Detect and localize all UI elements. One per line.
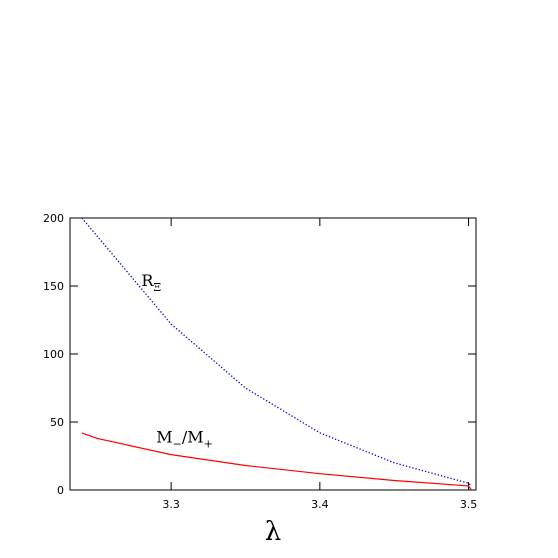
x-tick-label: 3.4 bbox=[311, 498, 329, 511]
annotation: M−/M+ bbox=[156, 427, 213, 450]
annotation: RΞ bbox=[141, 271, 161, 294]
annotation-subscript: − bbox=[173, 437, 182, 450]
annotation-subscript: Ξ bbox=[153, 281, 161, 294]
plot-frame bbox=[69, 217, 477, 491]
annotation-text: /M bbox=[182, 427, 204, 446]
series-line bbox=[81, 432, 473, 491]
x-tick-label: 3.3 bbox=[162, 498, 180, 511]
annotation-text: M bbox=[156, 427, 172, 446]
y-tick-label: 100 bbox=[43, 348, 64, 361]
y-tick-label: 200 bbox=[43, 212, 64, 225]
y-tick-label: 50 bbox=[50, 416, 64, 429]
x-tick-label: 3.5 bbox=[460, 498, 478, 511]
annotation-subscript: + bbox=[204, 437, 213, 450]
y-tick-label: 150 bbox=[43, 280, 64, 293]
series-line bbox=[81, 217, 472, 487]
y-tick-label: 0 bbox=[57, 484, 64, 497]
annotation-text: R bbox=[141, 271, 154, 290]
x-axis-label: λ bbox=[265, 517, 281, 547]
